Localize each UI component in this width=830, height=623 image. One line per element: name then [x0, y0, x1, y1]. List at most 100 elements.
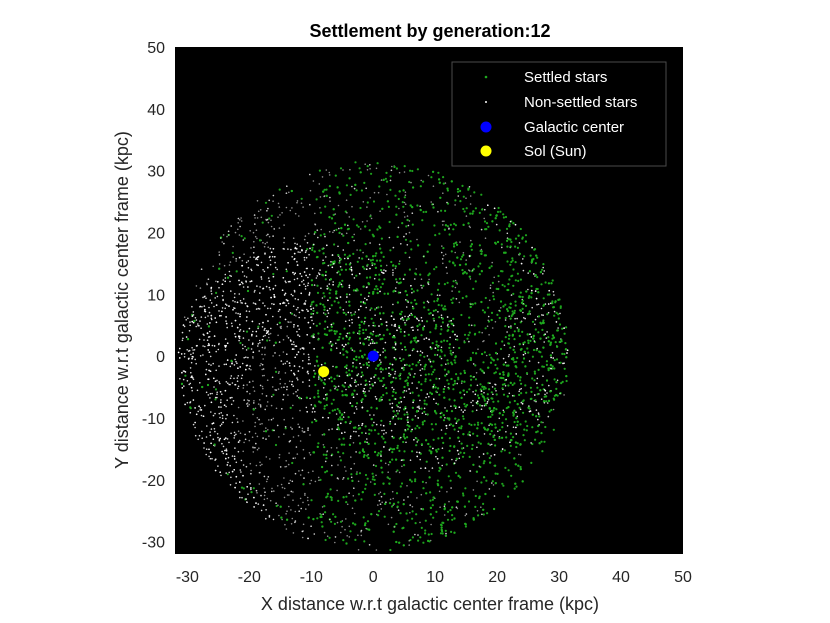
settled-star — [445, 463, 448, 466]
settled-star — [378, 399, 381, 402]
non-settled-star — [206, 339, 209, 342]
non-settled-star — [313, 233, 316, 235]
settled-star — [454, 224, 457, 227]
settled-star — [334, 515, 337, 518]
non-settled-star — [465, 259, 468, 261]
non-settled-star — [210, 411, 212, 413]
settled-star — [360, 189, 363, 192]
non-settled-star — [508, 326, 510, 328]
settled-star — [534, 274, 537, 277]
non-settled-star — [221, 295, 224, 297]
non-settled-star — [310, 316, 313, 318]
settled-star — [367, 442, 370, 445]
settled-star — [278, 188, 281, 191]
settled-star — [515, 360, 518, 363]
non-settled-star — [296, 264, 299, 266]
non-settled-star — [521, 403, 524, 405]
non-settled-star — [336, 521, 339, 524]
settled-star — [490, 318, 493, 322]
non-settled-star — [395, 471, 398, 473]
settled-star — [515, 417, 518, 420]
settled-star — [437, 282, 441, 285]
non-settled-star — [248, 310, 251, 313]
settled-star — [378, 312, 382, 315]
settled-star — [363, 540, 366, 543]
non-settled-star — [258, 447, 260, 450]
non-settled-star — [429, 361, 432, 363]
settled-star — [545, 395, 548, 398]
non-settled-star — [440, 429, 443, 431]
settled-star — [390, 260, 393, 264]
non-settled-star — [299, 440, 302, 442]
non-settled-star — [264, 334, 266, 337]
settled-star — [400, 310, 403, 313]
non-settled-star — [383, 446, 385, 448]
non-settled-star — [252, 302, 255, 304]
non-settled-star — [397, 509, 400, 512]
non-settled-star — [199, 409, 201, 411]
non-settled-star — [179, 377, 181, 380]
non-settled-star — [283, 302, 286, 304]
non-settled-star — [252, 356, 254, 358]
settled-star — [446, 510, 450, 513]
settled-star — [343, 443, 346, 446]
non-settled-star — [381, 398, 383, 401]
settled-star — [280, 516, 283, 519]
non-settled-star — [379, 333, 381, 336]
non-settled-star — [349, 437, 352, 439]
settled-star — [453, 245, 456, 248]
non-settled-star — [519, 388, 521, 391]
settled-star — [444, 224, 447, 227]
settled-star — [452, 317, 455, 320]
non-settled-star — [398, 410, 401, 412]
non-settled-star — [383, 269, 385, 271]
non-settled-star — [386, 193, 388, 196]
non-settled-star — [498, 417, 501, 420]
non-settled-star — [195, 298, 198, 301]
settled-star — [441, 317, 444, 320]
non-settled-star — [256, 258, 259, 261]
non-settled-star — [223, 438, 226, 441]
non-settled-star — [293, 326, 295, 328]
settled-star — [341, 390, 344, 393]
settled-star — [348, 177, 351, 180]
non-settled-star — [316, 229, 319, 231]
non-settled-star — [416, 451, 418, 454]
settled-star — [539, 389, 542, 392]
non-settled-star — [419, 399, 421, 402]
non-settled-star — [237, 450, 240, 453]
settled-star — [447, 475, 450, 478]
settled-star — [451, 330, 454, 333]
non-settled-star — [440, 325, 443, 328]
non-settled-star — [246, 501, 248, 503]
non-settled-star — [404, 203, 407, 205]
settled-star — [411, 418, 414, 421]
settled-star — [436, 479, 439, 482]
settled-star — [557, 317, 560, 320]
non-settled-star — [390, 516, 393, 519]
settled-star — [540, 268, 544, 271]
non-settled-star — [266, 210, 268, 212]
settled-star — [411, 363, 414, 366]
non-settled-star — [207, 349, 209, 351]
non-settled-star — [390, 429, 393, 432]
settled-star — [541, 365, 544, 368]
settled-star — [397, 197, 400, 201]
non-settled-star — [261, 346, 264, 349]
settled-star — [351, 404, 354, 408]
non-settled-star — [320, 363, 323, 366]
settled-star — [467, 187, 470, 190]
non-settled-star — [524, 317, 526, 320]
settled-star — [386, 328, 389, 331]
non-settled-star — [469, 195, 472, 197]
settled-star — [465, 207, 468, 210]
settled-star — [418, 426, 421, 429]
non-settled-star — [534, 394, 536, 396]
non-settled-star — [300, 292, 303, 295]
non-settled-star — [425, 337, 428, 339]
non-settled-star — [218, 365, 220, 367]
settled-star — [477, 396, 481, 400]
non-settled-star — [403, 235, 405, 238]
non-settled-star — [493, 207, 496, 210]
